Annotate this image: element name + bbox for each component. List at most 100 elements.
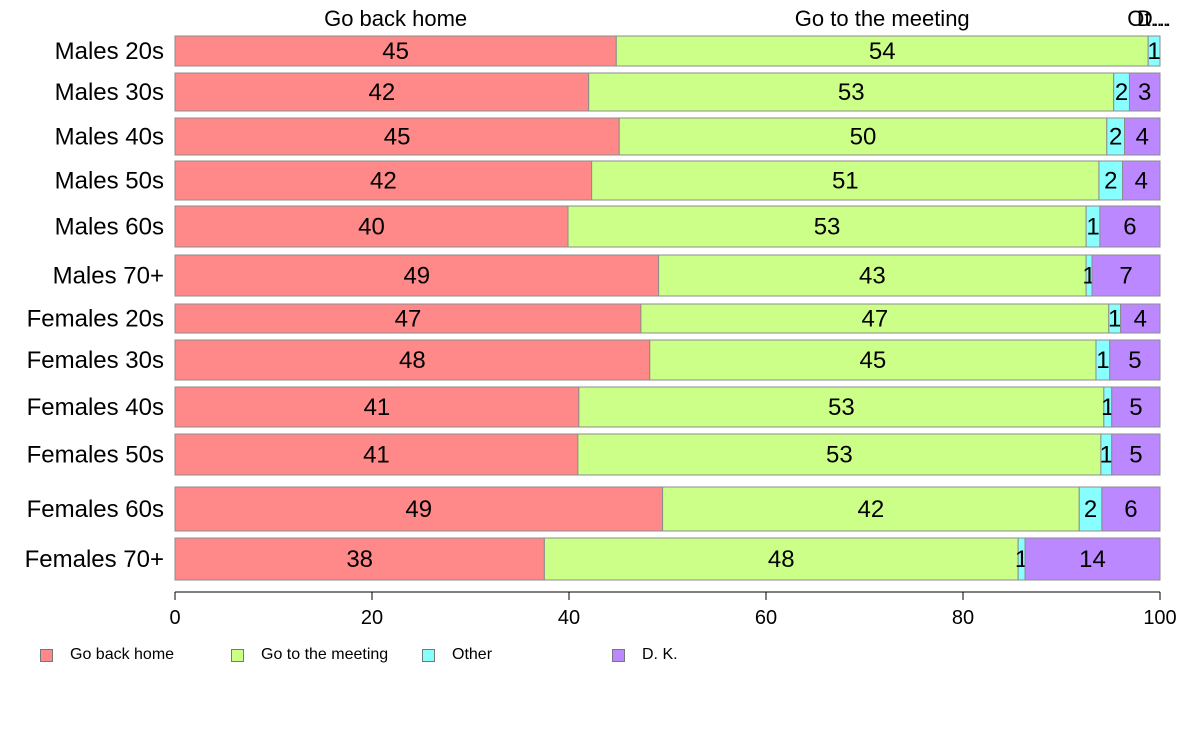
x-tick-label: 0 — [169, 607, 180, 629]
data-label: 51 — [832, 168, 859, 195]
bar-segment — [174, 537, 545, 581]
data-label: 6 — [1124, 496, 1137, 523]
bar-segment — [640, 303, 1110, 334]
data-label: 1 — [1096, 347, 1109, 374]
x-tick-label: 100 — [1143, 607, 1176, 629]
bar-segment — [174, 160, 593, 201]
top-label: Go to the meeting — [795, 6, 970, 31]
category-label: Females 40s — [27, 394, 164, 421]
data-label: 2 — [1084, 496, 1097, 523]
bar-segment — [1147, 35, 1161, 67]
legend-item: Go to the meeting — [231, 646, 388, 664]
data-label: 42 — [858, 496, 885, 523]
bar-segment — [1111, 386, 1161, 428]
x-tick-label: 20 — [361, 607, 383, 629]
data-label: 43 — [859, 263, 886, 290]
legend-swatch — [231, 648, 244, 662]
data-label: 45 — [382, 38, 409, 65]
data-label: 45 — [384, 124, 411, 151]
bar-segment — [174, 35, 617, 67]
data-label: 50 — [850, 124, 877, 151]
data-label: 38 — [346, 546, 373, 573]
data-label: 41 — [364, 394, 391, 421]
x-tick-label: 80 — [952, 607, 974, 629]
bar-segment — [174, 386, 580, 428]
bar-segment — [615, 35, 1149, 67]
data-label: 7 — [1119, 263, 1132, 290]
bar-segment — [618, 117, 1108, 156]
data-label: 53 — [814, 214, 841, 241]
bar-segment — [174, 433, 579, 476]
category-label: Females 30s — [27, 347, 164, 374]
legend: Go back home Go to the meeting Other D. K. — [0, 646, 1188, 668]
data-label: 5 — [1129, 442, 1142, 469]
data-label: 1 — [1086, 214, 1099, 241]
data-label: 4 — [1134, 306, 1147, 333]
bar-segment — [1128, 72, 1161, 112]
data-label: 1 — [1147, 38, 1160, 65]
data-label: 48 — [399, 347, 426, 374]
category-label: Females 60s — [27, 496, 164, 523]
category-label: Males 30s — [55, 79, 164, 106]
legend-label: Other — [452, 646, 493, 663]
bar-segment — [174, 303, 642, 334]
legend-label: Go to the meeting — [261, 646, 389, 663]
data-label: 47 — [395, 306, 422, 333]
legend-swatch — [422, 648, 435, 662]
data-label: 42 — [368, 79, 395, 106]
data-label: 4 — [1136, 124, 1149, 151]
category-label: Males 40s — [55, 124, 164, 151]
data-label: 48 — [768, 546, 795, 573]
top-label: Ot... — [1127, 6, 1169, 31]
legend-swatch — [612, 648, 625, 662]
x-tick-label: 40 — [558, 607, 580, 629]
data-label: 40 — [358, 214, 385, 241]
bar-segment — [174, 117, 620, 156]
category-label: Males 70+ — [53, 263, 164, 290]
data-label: 42 — [370, 168, 397, 195]
data-label: 2 — [1104, 168, 1117, 195]
bar-segment — [658, 254, 1087, 297]
data-label: 45 — [860, 347, 887, 374]
bar-segment — [591, 160, 1100, 201]
bar-segment — [588, 72, 1115, 112]
data-label: 53 — [838, 79, 865, 106]
bar-segment — [174, 254, 660, 297]
legend-label: D. K. — [642, 646, 678, 663]
bar-segment — [1124, 117, 1161, 156]
legend-item: D. K. — [612, 646, 678, 664]
data-label: 5 — [1129, 394, 1142, 421]
top-label: Go back home — [324, 6, 467, 31]
category-label: Males 60s — [55, 214, 164, 241]
data-label: 14 — [1079, 546, 1106, 573]
bar-segment — [1101, 486, 1161, 532]
data-label: 49 — [405, 496, 432, 523]
legend-item: Other — [422, 646, 492, 664]
category-label: Females 50s — [27, 442, 164, 469]
category-label: Males 20s — [55, 38, 164, 65]
bar-segment — [578, 386, 1105, 428]
bar-segment — [1091, 254, 1161, 297]
data-label: 1 — [1101, 394, 1114, 421]
top-label: D... — [1137, 6, 1171, 31]
bar-segment — [1120, 303, 1161, 334]
bar-segment — [1099, 205, 1161, 248]
legend-label: Go back home — [70, 646, 175, 663]
bar-segment — [543, 537, 1019, 581]
data-label: 41 — [363, 442, 390, 469]
bar-segment — [174, 486, 664, 532]
bar-segment — [1109, 339, 1161, 381]
data-label: 3 — [1138, 79, 1151, 106]
bar-segment — [1111, 433, 1161, 476]
x-tick-label: 60 — [755, 607, 777, 629]
category-label: Males 50s — [55, 168, 164, 195]
bar-segment — [567, 205, 1087, 248]
bar-segment — [174, 72, 590, 112]
data-label: 2 — [1109, 124, 1122, 151]
data-label: 6 — [1123, 214, 1136, 241]
data-label: 54 — [869, 38, 896, 65]
data-label: 53 — [828, 394, 855, 421]
data-label: 1 — [1100, 442, 1113, 469]
data-label: 1 — [1108, 306, 1121, 333]
data-label: 2 — [1115, 79, 1128, 106]
